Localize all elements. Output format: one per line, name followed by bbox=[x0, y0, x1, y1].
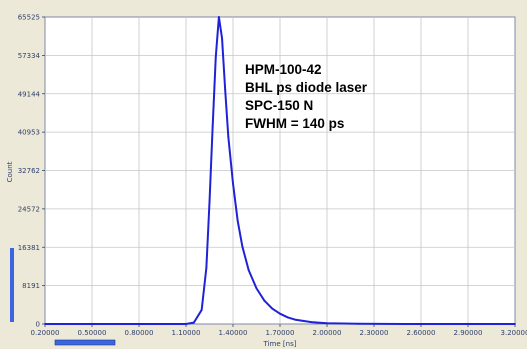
data-point bbox=[247, 269, 250, 272]
data-point bbox=[218, 16, 220, 18]
annotation: HPM-100-42 BHL ps diode laser SPC-150 N … bbox=[245, 62, 368, 131]
data-point bbox=[404, 323, 407, 325]
data-point bbox=[200, 309, 203, 311]
x-tick-label: 0.20000 bbox=[31, 329, 60, 337]
data-point bbox=[236, 220, 239, 222]
y-tick-label: 24572 bbox=[18, 205, 40, 213]
grid bbox=[45, 17, 515, 324]
y-axis-title: Count bbox=[6, 161, 14, 182]
vertical-scrollbar-thumb[interactable] bbox=[10, 248, 14, 322]
data-point bbox=[185, 323, 187, 325]
x-tick-label: 1.40000 bbox=[219, 329, 248, 337]
x-tick-label: 1.70000 bbox=[266, 329, 295, 337]
data-point bbox=[227, 135, 230, 138]
annotation-line-3: SPC-150 N bbox=[245, 98, 313, 113]
x-tick-label: 0.50000 bbox=[78, 329, 107, 337]
y-tick-label: 49144 bbox=[18, 90, 41, 98]
annotation-line-4: FWHM = 140 ps bbox=[245, 116, 344, 131]
y-tick-label: 40953 bbox=[18, 129, 40, 137]
data-point bbox=[310, 321, 313, 324]
y-tick-label: 32762 bbox=[18, 167, 40, 175]
data-point bbox=[286, 316, 289, 319]
data-point bbox=[221, 37, 223, 40]
x-tick-label: 2.60000 bbox=[407, 329, 436, 337]
x-axis-title: Time [ns] bbox=[263, 340, 297, 348]
data-point bbox=[211, 126, 214, 129]
data-point bbox=[44, 323, 46, 325]
x-tick-label: 2.00000 bbox=[313, 329, 342, 337]
data-point bbox=[208, 201, 211, 204]
data-point bbox=[357, 322, 360, 325]
annotation-line-2: BHL ps diode laser bbox=[245, 80, 368, 95]
y-tick-label: 16381 bbox=[18, 244, 40, 252]
data-point bbox=[241, 245, 244, 248]
data-point bbox=[263, 299, 266, 302]
y-tick-label: 65525 bbox=[18, 14, 40, 22]
data-point bbox=[326, 322, 328, 325]
data-point bbox=[294, 318, 297, 321]
x-tick-label: 3.20000 bbox=[501, 329, 527, 337]
data-point bbox=[279, 312, 281, 315]
y-tick-label: 57334 bbox=[18, 52, 41, 60]
data-point bbox=[192, 321, 195, 324]
x-tick-label: 2.90000 bbox=[454, 329, 483, 337]
x-tick-label: 0.80000 bbox=[125, 329, 154, 337]
x-tick-label: 2.30000 bbox=[360, 329, 389, 337]
data-point bbox=[169, 323, 172, 325]
y-tick-label: 0 bbox=[36, 321, 40, 329]
data-point bbox=[214, 56, 217, 58]
series-layer bbox=[44, 16, 516, 325]
x-tick-label: 1.10000 bbox=[172, 329, 201, 337]
data-point bbox=[514, 323, 516, 325]
y-tick-label: 8191 bbox=[22, 282, 40, 290]
y-ticks: 0 8191 16381 24572 32762 40953 49144 57334 65525 bbox=[18, 14, 45, 329]
annotation-line-1: HPM-100-42 bbox=[245, 62, 322, 77]
data-point bbox=[271, 307, 274, 310]
data-point bbox=[106, 323, 109, 325]
horizontal-scrollbar-thumb[interactable] bbox=[54, 339, 116, 346]
data-point bbox=[232, 182, 234, 185]
data-point bbox=[224, 88, 227, 91]
data-point bbox=[205, 266, 208, 269]
data-point bbox=[255, 287, 258, 290]
x-ticks: 0.20000 0.50000 0.80000 1.10000 1.40000 1.700… bbox=[31, 324, 527, 337]
